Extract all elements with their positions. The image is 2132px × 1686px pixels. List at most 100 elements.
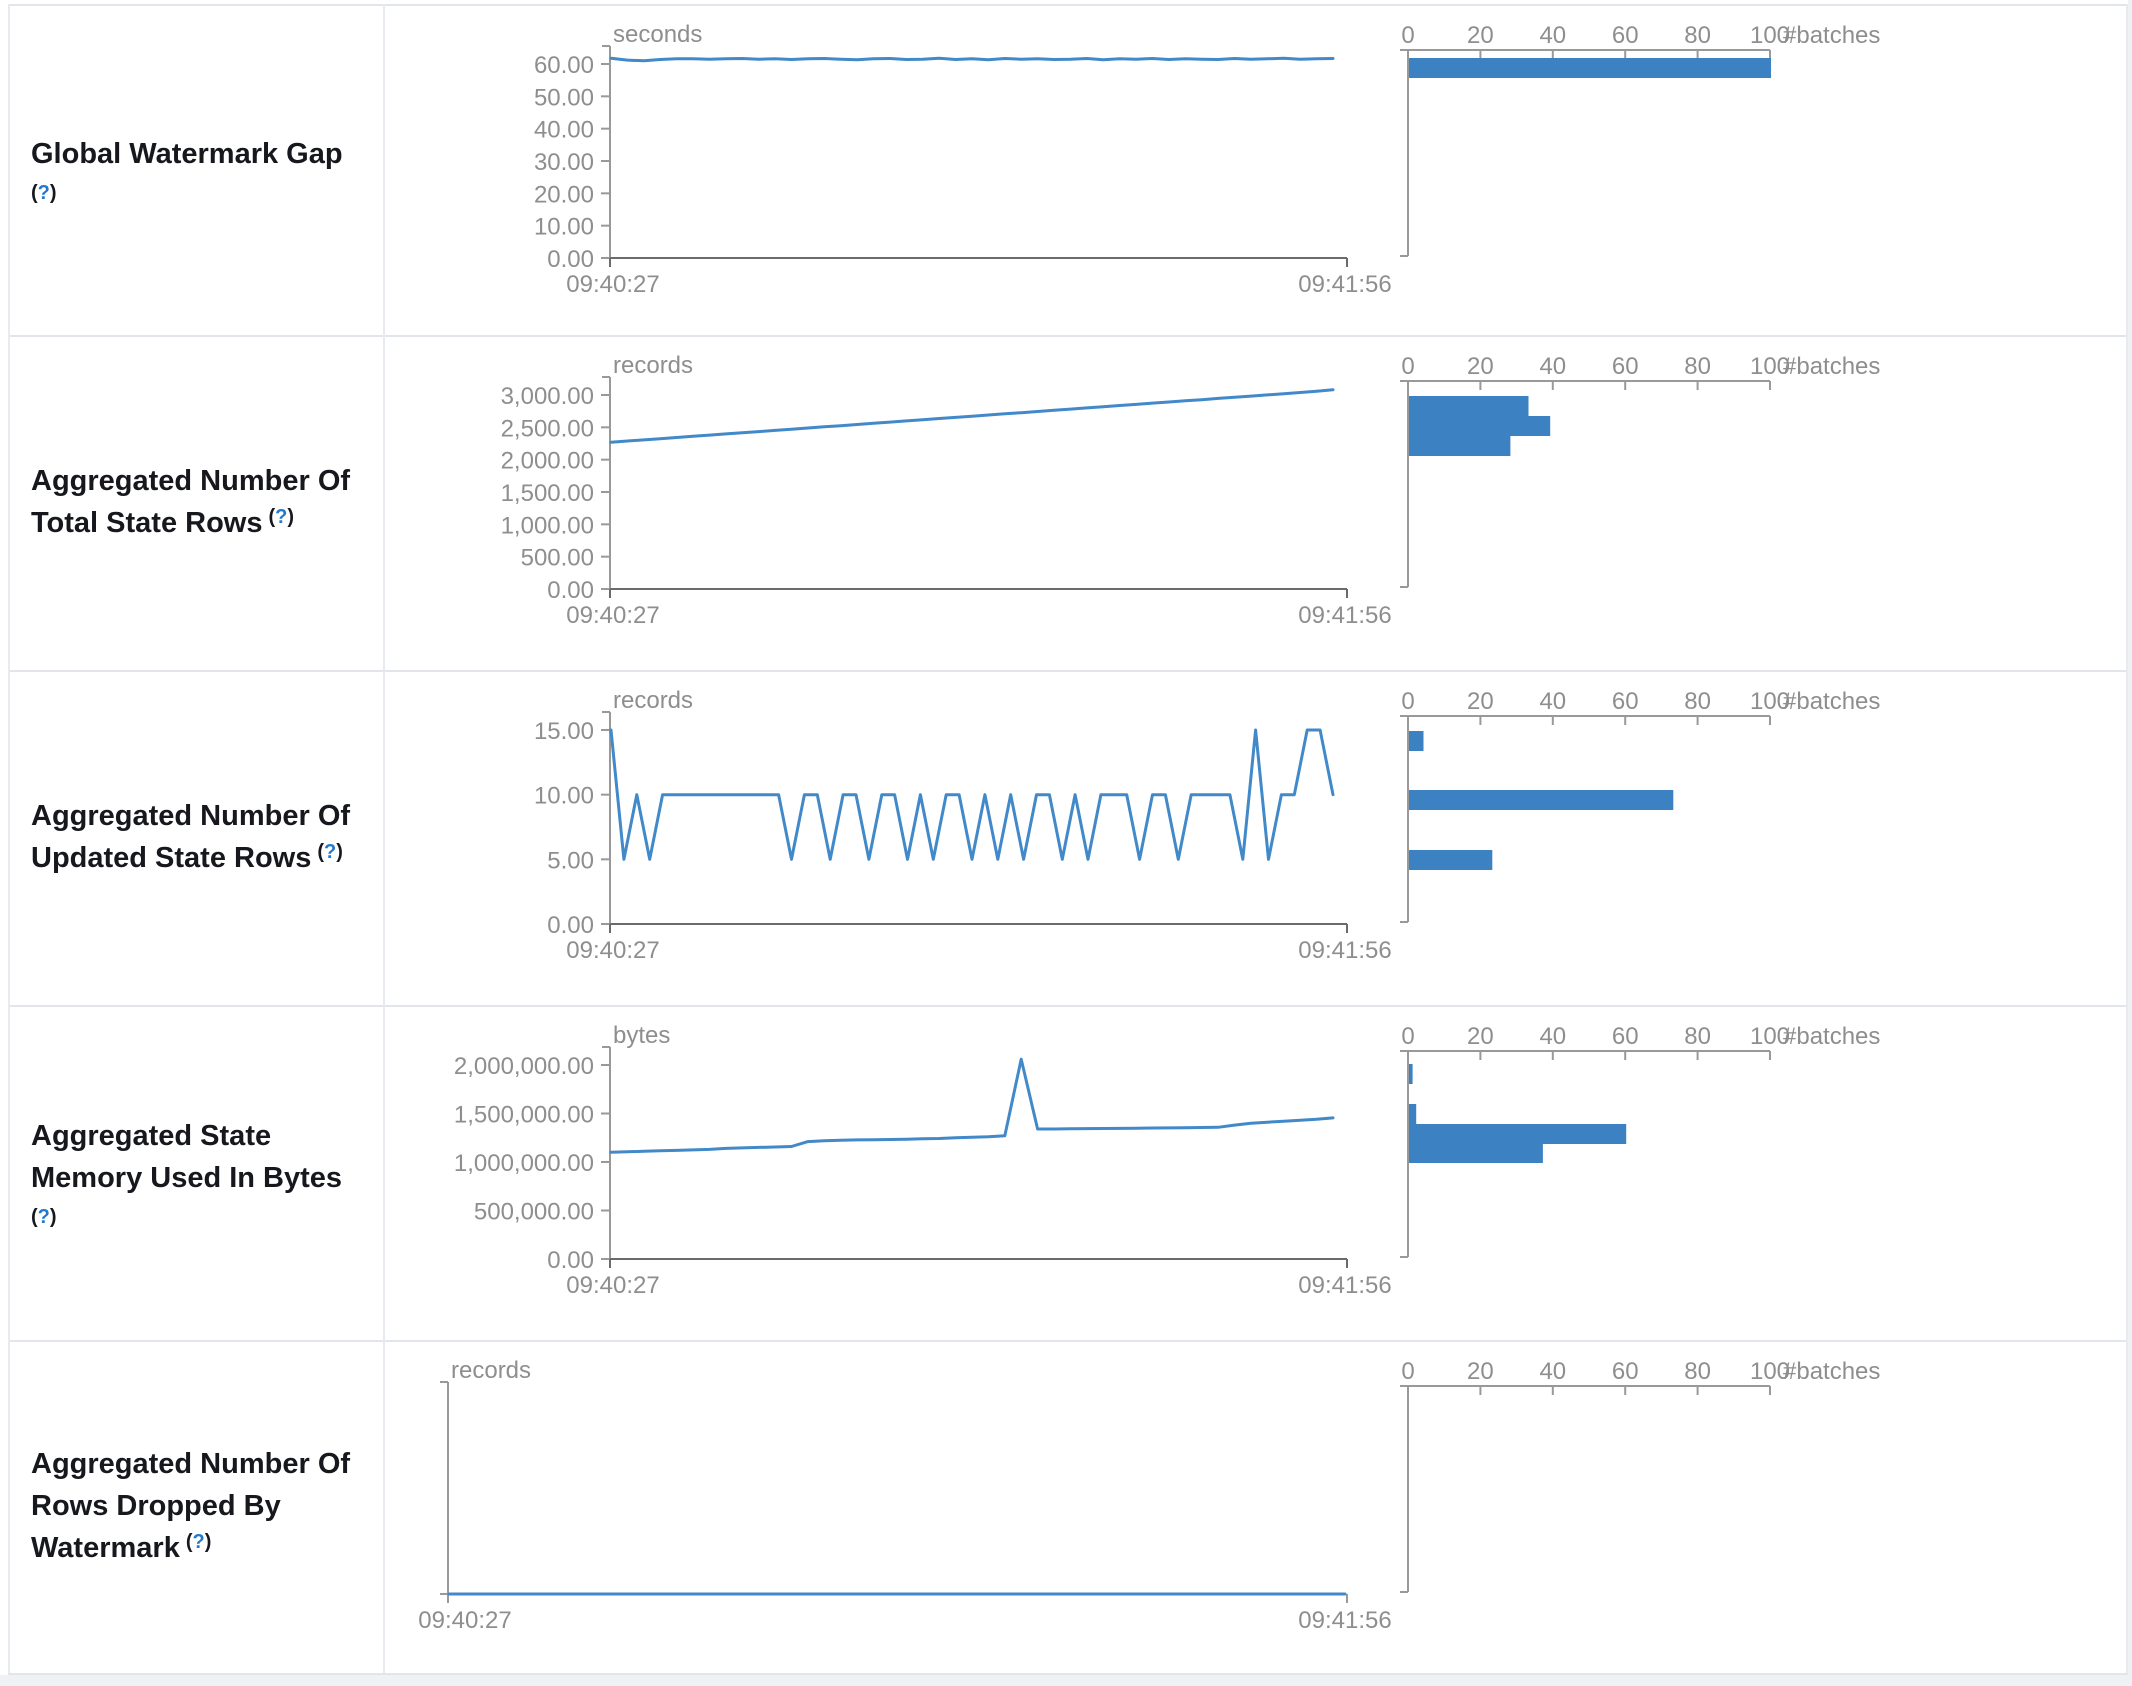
histogram-unit-label: #batches [1783, 1358, 1880, 1385]
histogram-x-tick-label: 100 [1750, 1358, 1790, 1385]
timeline-unit-label: bytes [613, 1022, 670, 1049]
metric-title-text: Total State Rows [31, 507, 263, 539]
table-left-border [8, 4, 10, 1673]
timeline-y-tick-label: 0.00 [547, 246, 594, 273]
timeline-unit-label: records [613, 687, 693, 714]
histogram-x-tick-label: 20 [1467, 22, 1494, 49]
metric-title-text: Memory Used In Bytes [31, 1162, 343, 1194]
histogram-bar [1409, 731, 1424, 751]
metric-row: Aggregated Number Of Rows Dropped By Water… [0, 1342, 2132, 1673]
histogram-x-tick-label: 100 [1750, 1023, 1790, 1050]
metric-charts: records 09:40:27 09:41:56 0 20 40 60 80 100#batc… [418, 1357, 1880, 1634]
metric-title: Global Watermark Gap [31, 133, 376, 175]
histogram-bar [1409, 1124, 1627, 1144]
histogram-unit-label: #batches [1783, 688, 1880, 715]
timeline-unit-label: records [451, 1357, 531, 1384]
metric-row: Aggregated Number Of Updated State Rows (?… [0, 672, 2132, 1005]
timeline-x-end-label: 09:41:56 [1298, 602, 1391, 629]
timeline-series-line [609, 1057, 1335, 1154]
histogram-x-tick-label: 100 [1750, 22, 1790, 49]
histogram-x-tick-label: 40 [1539, 353, 1566, 380]
metric-label-cell: Global Watermark Gap (?) [31, 6, 376, 335]
timeline-y-tick-label: 3,000.00 [501, 383, 594, 410]
metric-title: (?) [31, 175, 376, 208]
metric-title: (?) [31, 1199, 376, 1232]
help-tooltip-link[interactable]: (?) [186, 1531, 212, 1553]
timeline-x-start-label: 09:40:27 [566, 602, 659, 629]
histogram-x-tick-label: 80 [1684, 22, 1711, 49]
metric-charts: bytes 0.00 500,000.00 1,000,000.00 1,500,000… [454, 1022, 1881, 1299]
metric-title: Aggregated Number Of [31, 1443, 376, 1485]
help-tooltip-link[interactable]: (?) [31, 1206, 57, 1228]
metric-title-text: Aggregated Number Of [31, 800, 351, 832]
timeline-chart: seconds 0.00 10.00 20.00 30.00 40.00 50.00 60.0… [534, 21, 1392, 298]
help-tooltip-link[interactable]: (?) [269, 506, 295, 528]
histogram-x-tick-label: 0 [1401, 22, 1414, 49]
metric-title: Watermark (?) [31, 1527, 376, 1572]
histogram-bar [1409, 436, 1511, 456]
metric-label-cell: Aggregated Number Of Total State Rows (?) [31, 337, 376, 670]
metric-title: Memory Used In Bytes [31, 1157, 376, 1199]
timeline-y-tick-label: 0.00 [547, 1247, 594, 1274]
page-background-strip [0, 1675, 2132, 1686]
histogram-chart: 0 20 40 60 80 100#batches [1400, 1023, 1880, 1258]
metric-title: Aggregated State [31, 1115, 376, 1157]
timeline-chart: records 09:40:27 09:41:56 [418, 1357, 1391, 1634]
help-tooltip-link[interactable]: (?) [31, 182, 57, 204]
histogram-chart: 0 20 40 60 80 100#batches [1400, 353, 1880, 588]
table-top-border [8, 4, 2128, 6]
timeline-series-line [609, 56, 1335, 63]
metric-title-text: Watermark [31, 1532, 180, 1564]
timeline-y-tick-label: 5.00 [547, 847, 594, 874]
help-tooltip-char: ( [185, 1531, 193, 1553]
row-divider [8, 335, 2128, 337]
histogram-chart: 0 20 40 60 80 100#batches [1400, 688, 1880, 923]
metric-label-cell: Aggregated Number Of Rows Dropped By Water… [31, 1342, 376, 1673]
histogram-x-tick-label: 60 [1612, 688, 1639, 715]
histogram-unit-label: #batches [1783, 353, 1880, 380]
metric-title: Aggregated Number Of [31, 460, 376, 502]
timeline-unit-label: seconds [613, 21, 702, 48]
timeline-series-line [609, 728, 1335, 861]
timeline-chart: records 0.00 5.00 10.00 15.00 09:40:27 09:41:5… [534, 687, 1392, 964]
histogram-unit-label: #batches [1783, 1023, 1880, 1050]
histogram-x-tick-label: 80 [1684, 1023, 1711, 1050]
row-divider [8, 1005, 2128, 1007]
metric-label-cell: Aggregated State Memory Used In Bytes (?) [31, 1007, 376, 1340]
timeline-x-end-label: 09:41:56 [1298, 1607, 1391, 1634]
timeline-y-tick-label: 20.00 [534, 181, 594, 208]
metric-title: Aggregated Number Of [31, 795, 376, 837]
histogram-bar [1409, 58, 1771, 78]
timeline-y-tick-label: 1,500.00 [501, 480, 594, 507]
help-tooltip-char: ? [275, 506, 288, 528]
help-tooltip-link[interactable]: (?) [317, 841, 343, 863]
metric-title-text: Updated State Rows [31, 842, 312, 874]
help-tooltip-char: ) [287, 506, 295, 528]
timeline-y-tick-label: 30.00 [534, 149, 594, 176]
timeline-y-tick-label: 1,000,000.00 [454, 1150, 594, 1177]
histogram-x-tick-label: 0 [1401, 1358, 1414, 1385]
histogram-x-tick-label: 60 [1612, 1023, 1639, 1050]
metric-title-text: Aggregated State [31, 1120, 272, 1152]
histogram-x-tick-label: 60 [1612, 353, 1639, 380]
timeline-y-tick-label: 60.00 [534, 52, 594, 79]
metric-label-cell: Aggregated Number Of Updated State Rows (?… [31, 672, 376, 1005]
histogram-x-tick-label: 40 [1539, 1023, 1566, 1050]
help-tooltip-char: ( [268, 506, 276, 528]
histogram-unit-label: #batches [1783, 22, 1880, 49]
histogram-bar [1409, 1143, 1543, 1163]
histogram-x-tick-label: 0 [1401, 688, 1414, 715]
help-tooltip-char: ( [317, 841, 325, 863]
metric-row: Aggregated Number Of Total State Rows (?) r… [0, 337, 2132, 670]
metric-title: Total State Rows (?) [31, 502, 376, 547]
histogram-x-tick-label: 20 [1467, 688, 1494, 715]
histogram-x-tick-label: 0 [1401, 353, 1414, 380]
help-tooltip-char: ? [324, 841, 337, 863]
histogram-bar [1409, 1064, 1413, 1084]
histogram-chart: 0 20 40 60 80 100#batches [1400, 22, 1880, 257]
metric-title: Updated State Rows (?) [31, 837, 376, 882]
help-tooltip-char: ( [31, 182, 38, 204]
timeline-y-tick-label: 15.00 [534, 718, 594, 745]
histogram-bar [1409, 1104, 1417, 1124]
